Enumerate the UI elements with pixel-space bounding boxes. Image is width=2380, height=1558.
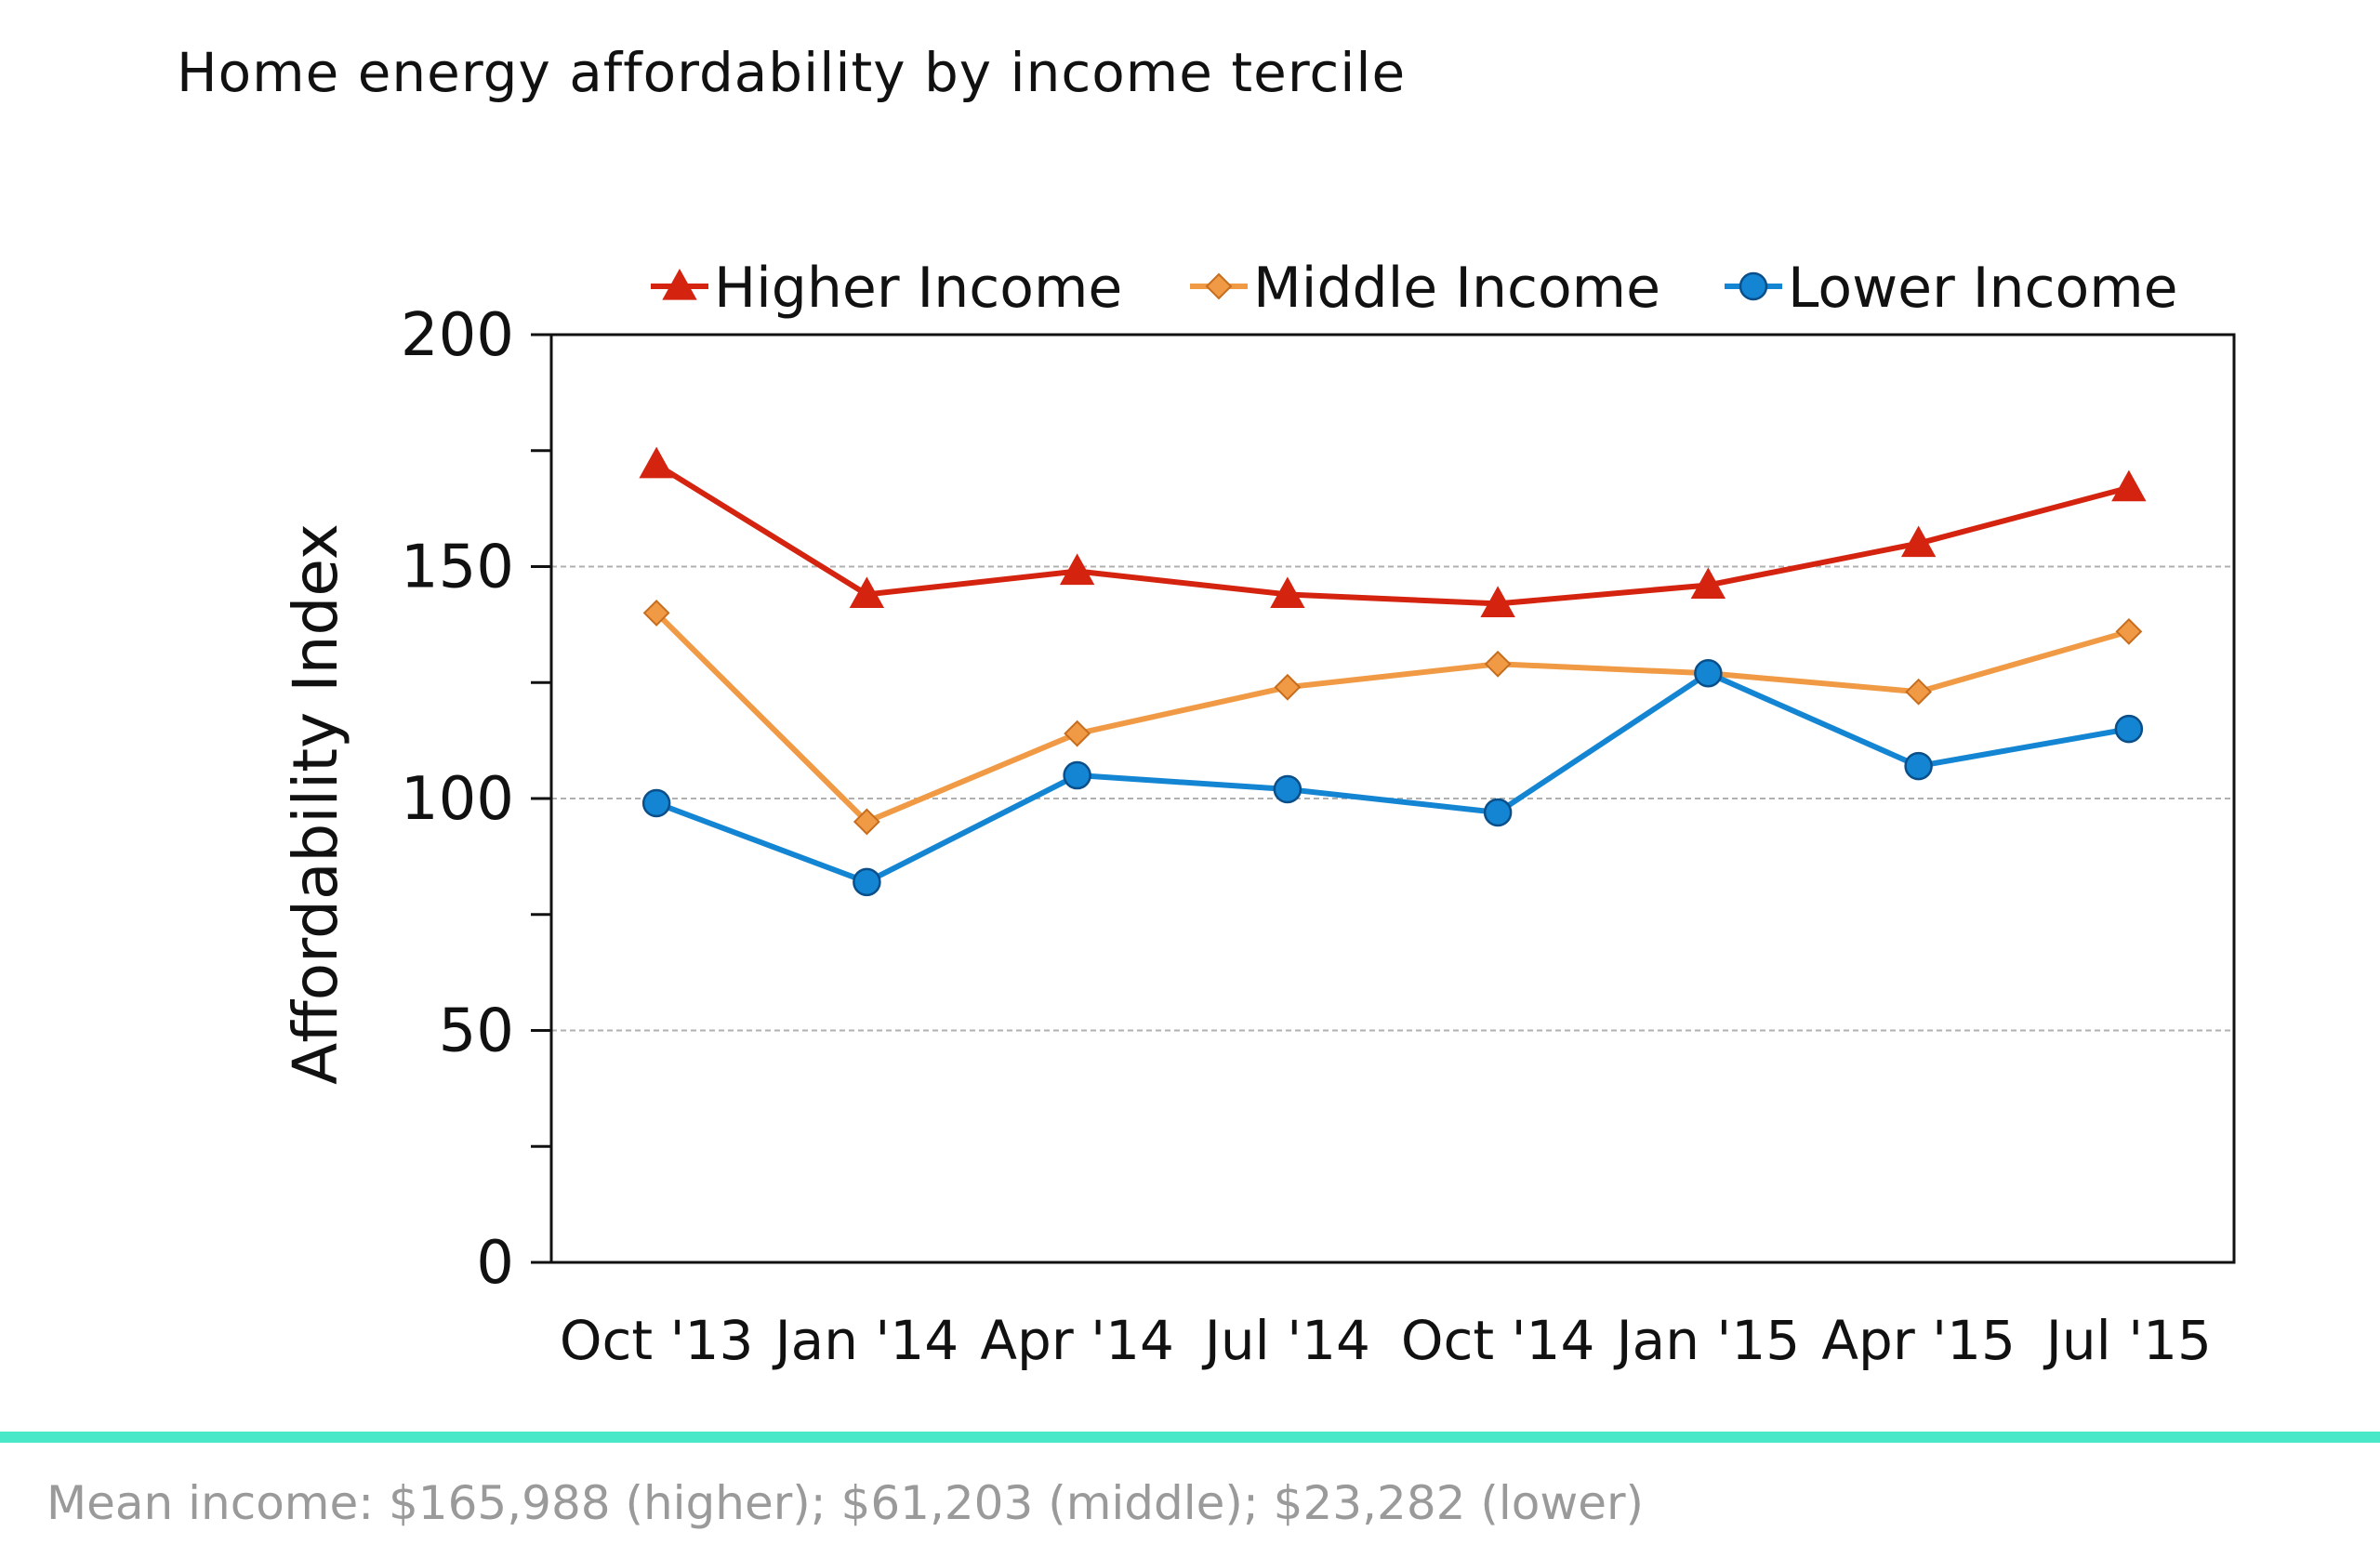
axes: 0 50 100 150 200 Oct '13 Jan '14 Apr '14 Jul '14… (401, 301, 2212, 1372)
triangle-marker (1059, 553, 1095, 586)
circle-marker (1739, 271, 1768, 301)
x-tick-label: Jul '14 (1202, 1309, 1370, 1372)
circle-marker (853, 867, 881, 897)
diamond-marker (1274, 673, 1302, 701)
diamond-marker (1064, 720, 1091, 747)
circle-marker (1483, 798, 1513, 827)
series-line (654, 462, 2130, 607)
diamond-marker (642, 599, 670, 627)
series-line (655, 670, 2130, 885)
circle-marker (1904, 751, 1933, 781)
legend: Higher Income Middle Income Lower Income (651, 256, 2178, 321)
diamond-marker (1484, 650, 1512, 678)
line-chart: 0 50 100 150 200 Oct '13 Jan '14 Apr '14 Jul '14… (280, 256, 2236, 1372)
circle-marker (2114, 714, 2144, 744)
circle-marker (1694, 659, 1723, 688)
triangle-marker (1270, 576, 1305, 609)
y-tick-label: 150 (401, 534, 514, 602)
legend-label: Middle Income (1253, 256, 1660, 321)
chart-title: Home energy affordability by income terc… (177, 41, 1407, 104)
triangle-marker (639, 446, 674, 479)
triangle-marker (1690, 567, 1726, 600)
diamond-marker (1905, 678, 1933, 706)
x-tick-label: Jan '14 (773, 1309, 959, 1372)
circle-marker (1273, 774, 1302, 804)
triangle-marker (1900, 525, 1937, 558)
x-tick-label: Jan '15 (1614, 1309, 1801, 1372)
x-tick-label: Oct '13 (560, 1309, 753, 1372)
triangle-marker (1480, 586, 1515, 618)
y-tick-label: 0 (476, 1229, 514, 1298)
legend-item: Middle Income (1190, 256, 1660, 321)
diamond-marker (853, 808, 880, 836)
accent-divider (0, 1432, 2380, 1443)
legend-item: Higher Income (651, 256, 1122, 321)
series-line (654, 611, 2130, 825)
diamond-marker (2115, 617, 2143, 645)
series-higher-income (639, 446, 2147, 618)
triangle-marker (849, 576, 885, 609)
legend-label: Higher Income (714, 256, 1122, 321)
legend-item: Lower Income (1725, 256, 2178, 321)
x-tick-label: Apr '15 (1821, 1309, 2016, 1372)
triangle-marker (662, 268, 697, 300)
series-lower-income (641, 659, 2144, 897)
circle-marker (641, 788, 671, 818)
triangle-marker (2111, 469, 2147, 502)
footnote: Mean income: $165,988 (higher); $61,203 … (46, 1476, 1645, 1530)
y-tick-label: 200 (401, 301, 514, 370)
y-tick-label: 50 (439, 997, 514, 1066)
series-lines (639, 446, 2147, 897)
y-tick-label: 100 (401, 765, 514, 834)
circle-marker (1063, 760, 1091, 790)
diamond-marker (1205, 272, 1233, 300)
legend-label: Lower Income (1788, 256, 2178, 321)
x-tick-label: Apr '14 (980, 1309, 1174, 1372)
y-axis-label: Affordability Index (280, 523, 351, 1085)
x-tick-label: Jul '15 (2043, 1309, 2212, 1372)
x-tick-label: Oct '14 (1401, 1309, 1594, 1372)
